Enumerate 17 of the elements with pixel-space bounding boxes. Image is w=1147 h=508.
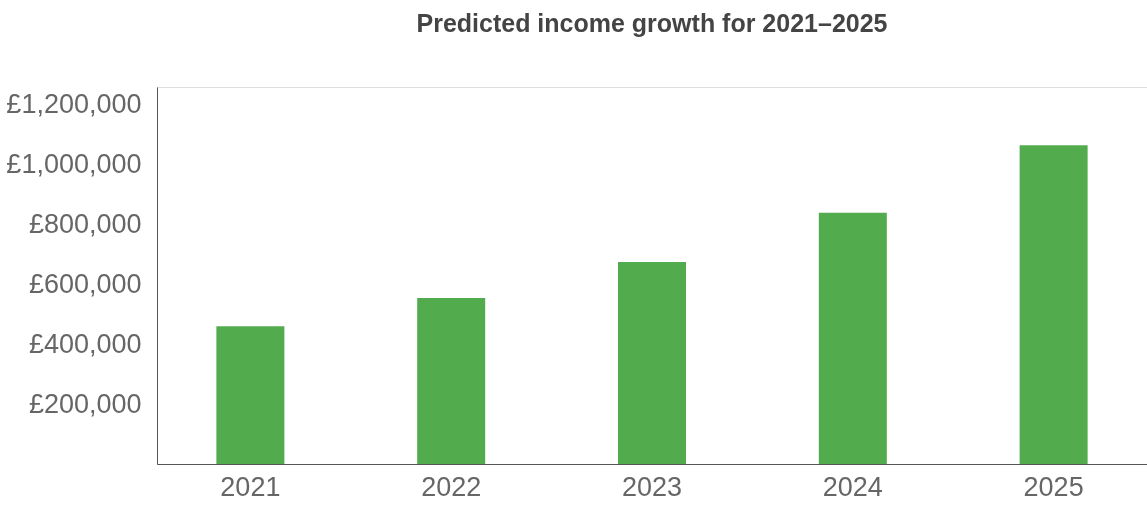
bar bbox=[618, 262, 686, 464]
bar bbox=[1019, 145, 1088, 464]
x-tick-label: 2025 bbox=[1023, 471, 1084, 502]
x-tick-label: 2024 bbox=[822, 471, 883, 502]
x-tick-label: 2022 bbox=[421, 471, 482, 502]
bar bbox=[216, 326, 285, 464]
y-tick-label: £400,000 bbox=[28, 328, 142, 359]
bar bbox=[417, 297, 486, 464]
y-tick-label: £200,000 bbox=[28, 388, 142, 419]
chart-title: Predicted income growth for 2021–2025 bbox=[416, 9, 888, 37]
y-tick-label: £1,200,000 bbox=[6, 89, 142, 120]
y-tick-label: £1,000,000 bbox=[6, 149, 142, 180]
x-tick-label: 2023 bbox=[621, 471, 683, 502]
x-tick-label: 2021 bbox=[220, 471, 281, 502]
bar bbox=[818, 212, 887, 464]
y-tick-label: £600,000 bbox=[28, 268, 142, 299]
y-tick-label: £800,000 bbox=[28, 209, 142, 240]
